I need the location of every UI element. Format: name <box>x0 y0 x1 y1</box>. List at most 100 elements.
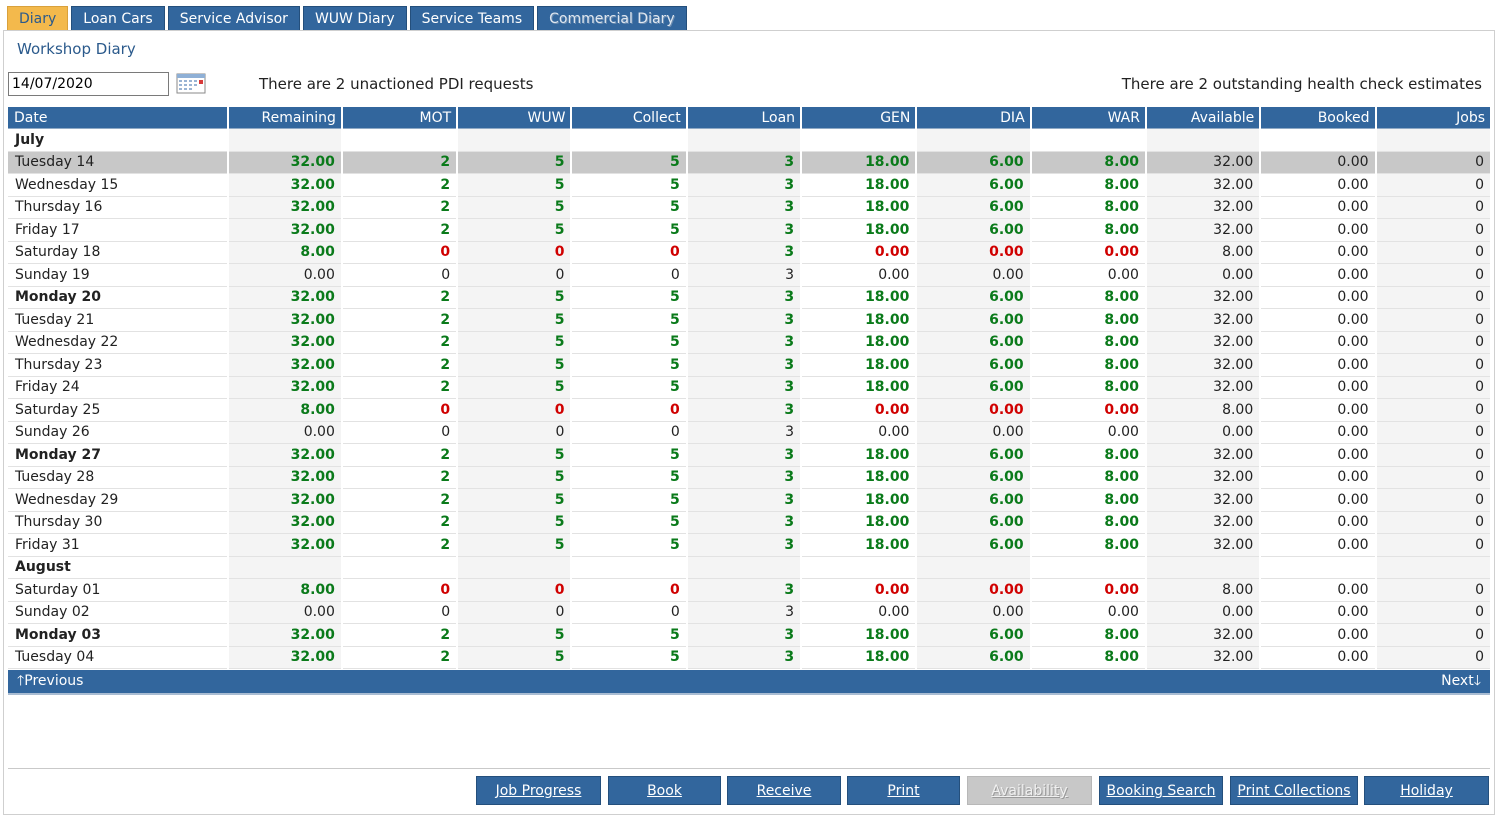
print-button[interactable]: Print <box>847 776 960 805</box>
cell-loan[interactable]: 3 <box>686 241 803 264</box>
cell-collect[interactable]: 5 <box>571 533 688 557</box>
table-row[interactable]: Thursday 30 32.00 2 5 5 3 18.00 6.00 8.00 32.00 0.… <box>8 511 1490 534</box>
cell-gen[interactable]: 0.00 <box>801 241 918 264</box>
cell-mot[interactable]: 0 <box>341 241 459 264</box>
cell-wuw[interactable]: 0 <box>457 241 573 264</box>
cell-collect[interactable]: 5 <box>571 376 688 399</box>
cell-jobs[interactable]: 0 <box>1375 466 1490 489</box>
cell-available[interactable]: 0.00 <box>1145 421 1262 444</box>
cell-jobs[interactable]: 0 <box>1375 488 1490 512</box>
cell-collect[interactable]: 5 <box>571 511 688 534</box>
cell-wuw[interactable]: 5 <box>457 286 573 309</box>
cell-jobs[interactable]: 0 <box>1375 353 1490 377</box>
cell-wuw[interactable]: 0 <box>457 398 573 422</box>
cell-collect[interactable]: 5 <box>571 308 688 332</box>
cell-loan[interactable]: 3 <box>686 218 803 242</box>
cell-wuw[interactable]: 5 <box>457 173 573 197</box>
cell-dia[interactable]: 6.00 <box>916 511 1032 534</box>
date-cell[interactable]: Saturday 01 <box>8 578 229 602</box>
cell-collect[interactable]: 5 <box>571 646 688 669</box>
cell-collect[interactable]: 5 <box>571 218 688 242</box>
cell-wuw[interactable]: 5 <box>457 353 573 377</box>
cell-jobs[interactable]: 0 <box>1375 578 1490 602</box>
tab-diary[interactable]: Diary <box>7 6 69 30</box>
cell-booked[interactable]: 0.00 <box>1260 578 1377 602</box>
table-row[interactable]: Sunday 19 0.00 0 0 0 3 0.00 0.00 0.00 0.00 0.00 0 <box>8 263 1490 287</box>
cell-booked[interactable]: 0.00 <box>1260 511 1377 534</box>
cell-loan[interactable]: 3 <box>686 196 803 219</box>
cell-collect[interactable]: 0 <box>571 578 688 602</box>
cell-wuw[interactable]: 0 <box>457 421 573 444</box>
cell-dia[interactable]: 6.00 <box>916 466 1032 489</box>
cell-collect[interactable]: 0 <box>571 421 688 444</box>
cell-war[interactable]: 8.00 <box>1030 488 1147 512</box>
cell-collect[interactable]: 0 <box>571 263 688 287</box>
cell-loan[interactable]: 3 <box>686 421 803 444</box>
cell-gen[interactable]: 18.00 <box>801 286 918 309</box>
cell-gen[interactable]: 18.00 <box>801 511 918 534</box>
cell-collect[interactable]: 5 <box>571 173 688 197</box>
column-header-jobs[interactable]: Jobs <box>1375 107 1490 129</box>
cell-mot[interactable]: 2 <box>341 286 459 309</box>
cell-wuw[interactable]: 5 <box>457 331 573 354</box>
cell-remaining[interactable]: 32.00 <box>227 376 343 399</box>
cell-jobs[interactable]: 0 <box>1375 308 1490 332</box>
cell-wuw[interactable]: 5 <box>457 196 573 219</box>
cell-gen[interactable]: 18.00 <box>801 173 918 197</box>
cell-gen[interactable]: 18.00 <box>801 151 918 174</box>
table-row[interactable]: Thursday 16 32.00 2 5 5 3 18.00 6.00 8.00 32.00 0.… <box>8 196 1490 219</box>
cell-jobs[interactable]: 0 <box>1375 533 1490 557</box>
cell-jobs[interactable]: 0 <box>1375 286 1490 309</box>
column-header-wuw[interactable]: WUW <box>457 107 573 129</box>
cell-loan[interactable]: 3 <box>686 623 803 647</box>
cell-available[interactable]: 32.00 <box>1145 173 1262 197</box>
cell-war[interactable]: 8.00 <box>1030 196 1147 219</box>
cell-mot[interactable]: 2 <box>341 488 459 512</box>
cell-dia[interactable]: 6.00 <box>916 308 1032 332</box>
cell-wuw[interactable]: 0 <box>457 263 573 287</box>
cell-war[interactable]: 8.00 <box>1030 443 1147 467</box>
cell-war[interactable]: 0.00 <box>1030 241 1147 264</box>
table-row[interactable]: Tuesday 14 32.00 2 5 5 3 18.00 6.00 8.00 32.00 0.0… <box>8 151 1490 174</box>
cell-available[interactable]: 32.00 <box>1145 353 1262 377</box>
cell-mot[interactable]: 2 <box>341 218 459 242</box>
cell-wuw[interactable]: 5 <box>457 646 573 669</box>
cell-jobs[interactable]: 0 <box>1375 331 1490 354</box>
cell-collect[interactable]: 5 <box>571 488 688 512</box>
cell-dia[interactable]: 6.00 <box>916 151 1032 174</box>
cell-collect[interactable]: 5 <box>571 331 688 354</box>
cell-dia[interactable]: 6.00 <box>916 331 1032 354</box>
cell-loan[interactable]: 3 <box>686 488 803 512</box>
column-header-date[interactable]: Date <box>8 107 229 129</box>
cell-available[interactable]: 32.00 <box>1145 646 1262 669</box>
cell-loan[interactable]: 3 <box>686 578 803 602</box>
date-cell[interactable]: Wednesday 29 <box>8 488 229 512</box>
cell-jobs[interactable]: 0 <box>1375 151 1490 174</box>
date-cell[interactable]: Friday 17 <box>8 218 229 242</box>
date-cell[interactable]: Saturday 25 <box>8 398 229 422</box>
date-cell[interactable]: Tuesday 04 <box>8 646 229 669</box>
column-header-collect[interactable]: Collect <box>571 107 688 129</box>
cell-booked[interactable]: 0.00 <box>1260 286 1377 309</box>
table-row[interactable]: Saturday 01 8.00 0 0 0 3 0.00 0.00 0.00 8.00 0.00 0 <box>8 578 1490 602</box>
cell-loan[interactable]: 3 <box>686 601 803 624</box>
cell-war[interactable]: 8.00 <box>1030 173 1147 197</box>
cell-gen[interactable]: 0.00 <box>801 421 918 444</box>
cell-dia[interactable]: 0.00 <box>916 263 1032 287</box>
cell-available[interactable]: 0.00 <box>1145 263 1262 287</box>
holiday-button[interactable]: Holiday <box>1364 776 1489 805</box>
cell-mot[interactable]: 2 <box>341 331 459 354</box>
date-cell[interactable]: Tuesday 21 <box>8 308 229 332</box>
cell-dia[interactable]: 6.00 <box>916 173 1032 197</box>
cell-war[interactable]: 0.00 <box>1030 263 1147 287</box>
cell-gen[interactable]: 18.00 <box>801 623 918 647</box>
cell-jobs[interactable]: 0 <box>1375 376 1490 399</box>
table-row[interactable]: Friday 17 32.00 2 5 5 3 18.00 6.00 8.00 32.00 0.00… <box>8 218 1490 242</box>
cell-available[interactable]: 32.00 <box>1145 376 1262 399</box>
cell-remaining[interactable]: 32.00 <box>227 488 343 512</box>
table-row[interactable]: Wednesday 15 32.00 2 5 5 3 18.00 6.00 8.00 32.00 0… <box>8 173 1490 197</box>
cell-gen[interactable]: 18.00 <box>801 308 918 332</box>
cell-loan[interactable]: 3 <box>686 466 803 489</box>
date-cell[interactable]: Thursday 30 <box>8 511 229 534</box>
cell-wuw[interactable]: 5 <box>457 533 573 557</box>
